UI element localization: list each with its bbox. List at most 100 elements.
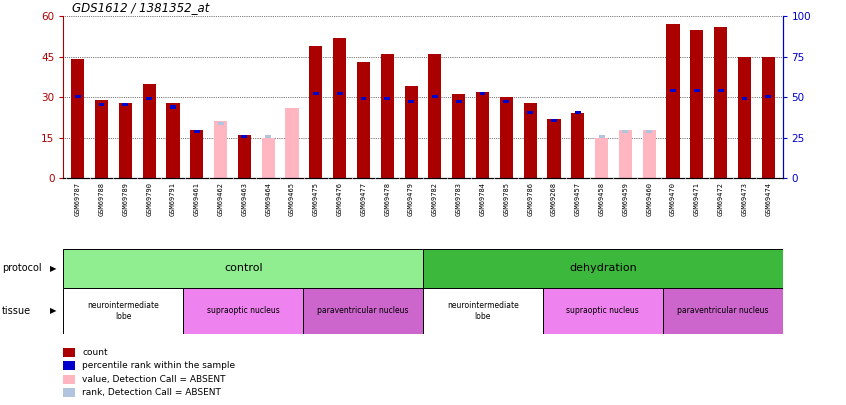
Text: GSM69463: GSM69463	[241, 182, 247, 216]
Bar	[452, 94, 465, 178]
Text: GSM69788: GSM69788	[98, 182, 105, 216]
Bar	[456, 100, 462, 103]
Text: protocol: protocol	[2, 263, 41, 273]
Text: value, Detection Call = ABSENT: value, Detection Call = ABSENT	[82, 375, 226, 384]
Bar	[310, 46, 322, 178]
Text: count: count	[82, 348, 107, 357]
Text: GSM69461: GSM69461	[194, 182, 200, 216]
Bar	[381, 54, 394, 178]
Text: control: control	[224, 263, 262, 273]
Bar	[428, 54, 442, 178]
Bar	[670, 89, 676, 92]
Bar	[595, 138, 608, 178]
Text: GSM69473: GSM69473	[741, 182, 748, 216]
Bar	[662, 288, 783, 334]
Bar	[574, 111, 580, 114]
Bar	[551, 119, 557, 122]
Bar	[404, 86, 418, 178]
Bar	[690, 30, 703, 178]
Bar	[74, 94, 80, 98]
Bar	[167, 102, 179, 178]
Text: GDS1612 / 1381352_at: GDS1612 / 1381352_at	[72, 1, 209, 14]
Text: GSM69476: GSM69476	[337, 182, 343, 216]
Text: GSM69472: GSM69472	[717, 182, 723, 216]
Text: dehydration: dehydration	[569, 263, 637, 273]
Bar	[738, 57, 751, 178]
Text: GSM69457: GSM69457	[574, 182, 580, 216]
Bar	[741, 97, 747, 100]
Bar	[527, 111, 533, 114]
Bar	[543, 288, 662, 334]
Bar	[408, 100, 414, 103]
Text: GSM69464: GSM69464	[266, 182, 272, 216]
Bar	[238, 135, 251, 178]
Bar	[547, 119, 561, 178]
Text: GSM69791: GSM69791	[170, 182, 176, 216]
Bar	[623, 130, 629, 133]
Text: GSM69470: GSM69470	[670, 182, 676, 216]
Bar	[118, 102, 132, 178]
Bar	[432, 94, 438, 98]
Text: GSM69268: GSM69268	[551, 182, 557, 216]
Text: paraventricular nucleus: paraventricular nucleus	[677, 306, 768, 315]
Text: GSM69459: GSM69459	[623, 182, 629, 216]
Bar	[503, 100, 509, 103]
Bar	[214, 122, 228, 178]
Text: GSM69783: GSM69783	[456, 182, 462, 216]
Text: GSM69479: GSM69479	[408, 182, 414, 216]
Bar	[646, 130, 652, 133]
Text: GSM69787: GSM69787	[74, 182, 80, 216]
Bar	[184, 288, 303, 334]
Text: supraoptic nucleus: supraoptic nucleus	[207, 306, 279, 315]
Bar	[423, 288, 543, 334]
Bar	[384, 97, 390, 100]
Text: tissue: tissue	[2, 306, 30, 316]
Text: GSM69465: GSM69465	[289, 182, 295, 216]
Bar	[766, 94, 772, 98]
Bar	[266, 135, 272, 138]
Bar	[599, 135, 605, 138]
Bar	[476, 92, 489, 178]
Text: GSM69782: GSM69782	[432, 182, 438, 216]
Bar	[524, 102, 536, 178]
Bar	[194, 130, 200, 133]
Bar	[99, 102, 105, 106]
Text: GSM69786: GSM69786	[527, 182, 533, 216]
Bar	[170, 105, 176, 109]
Text: percentile rank within the sample: percentile rank within the sample	[82, 361, 235, 370]
Bar	[667, 24, 679, 178]
Text: GSM69785: GSM69785	[503, 182, 509, 216]
Text: supraoptic nucleus: supraoptic nucleus	[567, 306, 639, 315]
Bar	[285, 108, 299, 178]
Bar	[337, 92, 343, 95]
Bar	[500, 97, 513, 178]
Bar	[63, 249, 423, 288]
Bar	[95, 100, 108, 178]
Bar	[717, 89, 723, 92]
Bar	[303, 288, 423, 334]
Text: ▶: ▶	[50, 264, 57, 273]
Bar	[123, 102, 129, 106]
Text: GSM69474: GSM69474	[766, 182, 772, 216]
Text: GSM69478: GSM69478	[384, 182, 390, 216]
Text: GSM69477: GSM69477	[360, 182, 366, 216]
Text: ▶: ▶	[50, 306, 57, 315]
Bar	[357, 62, 370, 178]
Bar	[694, 89, 700, 92]
Text: GSM69462: GSM69462	[217, 182, 223, 216]
Bar	[643, 130, 656, 178]
Text: GSM69789: GSM69789	[123, 182, 129, 216]
Bar	[360, 97, 366, 100]
Text: GSM69475: GSM69475	[313, 182, 319, 216]
Text: rank, Detection Call = ABSENT: rank, Detection Call = ABSENT	[82, 388, 221, 397]
Bar	[313, 92, 319, 95]
Bar	[571, 113, 585, 178]
Text: GSM69460: GSM69460	[646, 182, 652, 216]
Bar	[146, 97, 152, 100]
Bar	[761, 57, 775, 178]
Bar	[63, 288, 184, 334]
Bar	[714, 27, 728, 178]
Bar	[333, 38, 346, 178]
Bar	[143, 84, 156, 178]
Text: neurointermediate
lobe: neurointermediate lobe	[87, 301, 159, 320]
